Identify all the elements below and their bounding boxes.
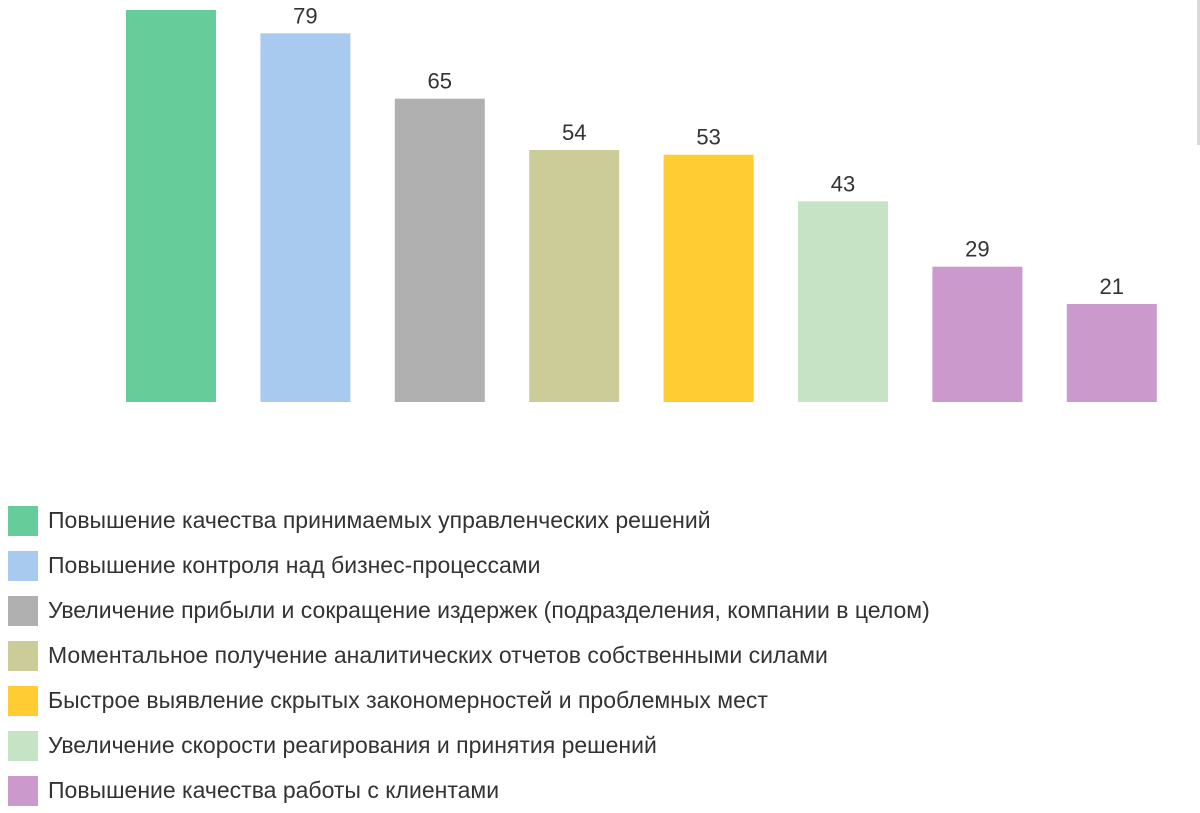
bar-7 — [932, 266, 1023, 402]
right-edge-divider — [1197, 0, 1200, 145]
legend-item-5: Быстрое выявление скрытых закономерносте… — [8, 678, 1188, 723]
bar-1 — [126, 10, 216, 402]
legend-swatch-6 — [8, 730, 38, 761]
bar-8 — [1066, 304, 1157, 402]
legend-item-2: Повышение контроля над бизнес-процессами — [8, 543, 1188, 588]
legend-label-2: Повышение контроля над бизнес-процессами — [48, 552, 541, 578]
bar-value-label-7: 29 — [965, 237, 989, 262]
legend-item-1: Повышение качества принимаемых управленч… — [8, 498, 1188, 543]
bar-value-label-6: 43 — [831, 171, 855, 196]
bar-chart-svg: 79 65 54 53 43 29 21 — [126, 3, 1157, 403]
legend-swatch-5 — [8, 685, 38, 716]
legend-label-5: Быстрое выявление скрытых закономерносте… — [48, 687, 768, 713]
legend-label-3: Увеличение прибыли и сокращение издержек… — [48, 597, 930, 623]
legend-swatch-2 — [8, 550, 38, 581]
legend-label-7: Повышение качества работы с клиентами — [48, 777, 500, 803]
legend-swatch-1 — [8, 505, 38, 536]
bar-3 — [394, 98, 485, 402]
bar-value-label-5: 53 — [696, 125, 720, 150]
legend-swatch-7 — [8, 775, 38, 806]
legend-swatch-4 — [8, 640, 38, 671]
legend-label-4: Моментальное получение аналитических отч… — [48, 642, 828, 668]
bar-5 — [663, 154, 754, 402]
legend-label-1: Повышение качества принимаемых управленч… — [48, 507, 711, 533]
bar-4 — [529, 150, 620, 402]
legend-swatch-3 — [8, 595, 38, 626]
legend-label-6: Увеличение скорости реагирования и приня… — [48, 732, 657, 758]
bar-value-label-4: 54 — [562, 120, 586, 145]
legend-item-6: Увеличение скорости реагирования и приня… — [8, 723, 1188, 768]
bar-value-label-8: 21 — [1100, 274, 1124, 299]
legend-item-4: Моментальное получение аналитических отч… — [8, 633, 1188, 678]
bar-value-label-2: 79 — [293, 3, 317, 28]
legend-item-7: Повышение качества работы с клиентами — [8, 768, 1188, 813]
bar-6 — [798, 201, 888, 402]
bar-chart: 79 65 54 53 43 29 21 — [126, 3, 1157, 403]
legend-item-3: Увеличение прибыли и сокращение издержек… — [8, 588, 1188, 633]
bar-value-label-3: 65 — [428, 69, 452, 94]
chart-legend: Повышение качества принимаемых управленч… — [8, 498, 1188, 813]
bar-2 — [260, 33, 351, 403]
